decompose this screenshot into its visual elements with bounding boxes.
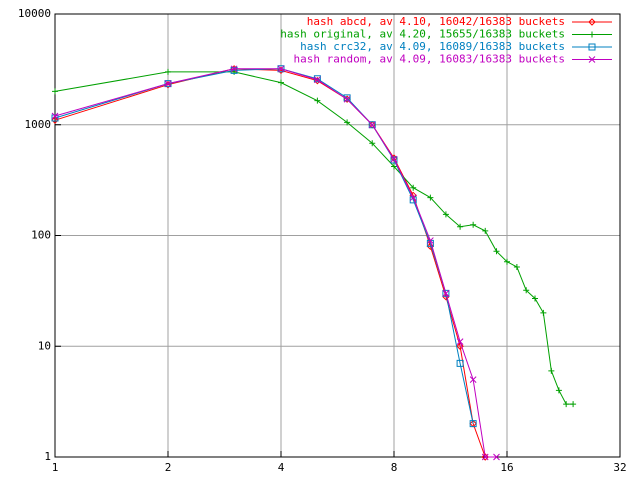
marker: [482, 227, 489, 234]
marker: [277, 65, 285, 73]
marker: [164, 80, 172, 88]
marker: [314, 76, 321, 84]
marker: [410, 184, 417, 191]
marker: [314, 97, 321, 104]
marker: [456, 359, 464, 367]
legend-label: hash crc32, av 4.09, 16089/16383 buckets: [300, 40, 565, 53]
legend-marker: [588, 43, 596, 51]
legend-label: hash random, av 4.09, 16083/16383 bucket…: [293, 53, 565, 66]
marker: [555, 387, 562, 394]
marker: [563, 401, 570, 408]
y-tick-label: 10: [38, 339, 51, 352]
legend-marker: [588, 56, 596, 63]
marker: [368, 121, 376, 129]
x-tick-label: 4: [278, 461, 285, 474]
legend-label: hash original, av 4.20, 15655/16383 buck…: [280, 28, 565, 41]
marker: [523, 287, 530, 294]
marker: [469, 376, 477, 383]
marker: [409, 194, 417, 201]
x-tick-label: 16: [500, 461, 513, 474]
y-tick-label: 100: [31, 229, 51, 242]
marker: [165, 68, 171, 75]
marker: [427, 237, 434, 244]
marker: [504, 258, 510, 265]
marker: [442, 211, 449, 218]
marker: [51, 112, 59, 120]
marker: [391, 163, 397, 170]
legend-marker: [589, 31, 595, 38]
marker: [513, 263, 520, 270]
marker: [469, 420, 477, 428]
marker: [343, 94, 351, 102]
marker: [548, 367, 555, 374]
x-tick-label: 8: [391, 461, 398, 474]
marker: [456, 338, 464, 346]
x-tick-label: 2: [165, 461, 172, 474]
marker: [390, 155, 398, 163]
y-tick-label: 1000: [25, 118, 52, 131]
x-tick-label: 32: [613, 461, 626, 474]
marker: [278, 79, 284, 86]
marker: [540, 309, 547, 316]
marker: [369, 140, 376, 147]
marker: [493, 453, 500, 461]
legend-label: hash abcd, av 4.10, 16042/16383 buckets: [307, 15, 565, 28]
legend-marker: [588, 18, 596, 26]
marker: [52, 88, 58, 95]
marker: [390, 156, 398, 164]
marker: [456, 342, 464, 350]
marker: [532, 295, 539, 302]
marker: [343, 95, 351, 103]
marker: [493, 248, 500, 255]
marker: [426, 239, 434, 247]
marker: [457, 223, 464, 230]
marker: [442, 290, 450, 297]
y-tick-label: 1: [44, 450, 51, 463]
marker: [442, 289, 450, 297]
y-tick-label: 10000: [18, 7, 51, 20]
marker: [570, 401, 577, 408]
marker: [470, 221, 477, 228]
marker: [230, 65, 238, 73]
marker: [344, 119, 351, 126]
series-line: [54, 71, 574, 405]
x-tick-label: 1: [52, 461, 59, 474]
marker: [427, 194, 434, 201]
marker: [481, 453, 489, 461]
